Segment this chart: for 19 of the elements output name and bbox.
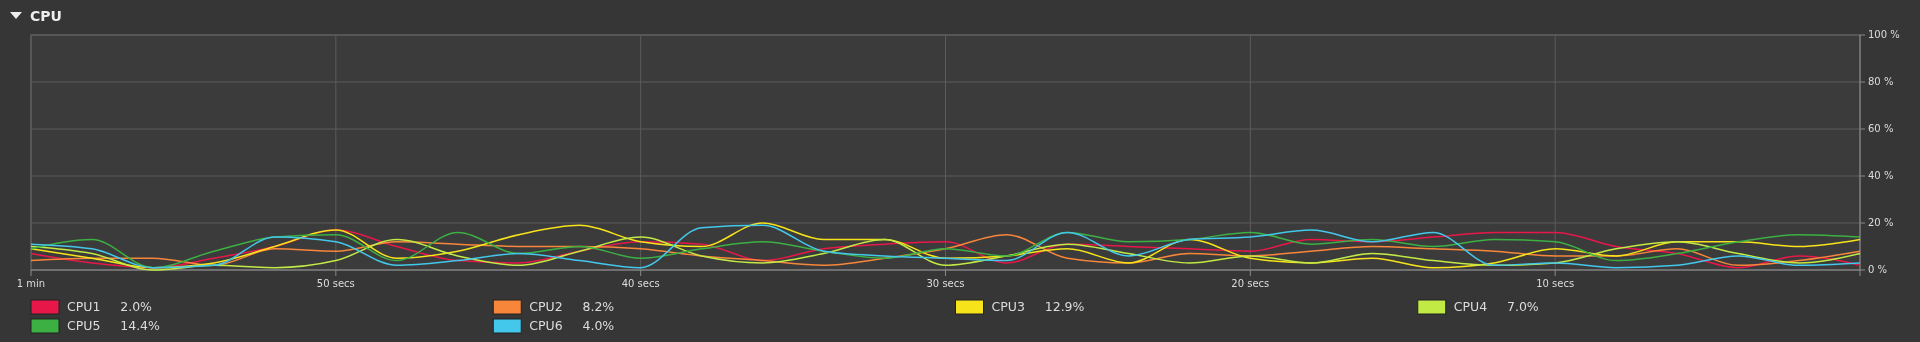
x-tick-label: 1 min: [16, 278, 46, 289]
legend-label: CPU5 14.4%: [67, 318, 161, 333]
chart-title: CPU: [30, 8, 62, 24]
y-tick-label: 80 %: [1868, 76, 1894, 87]
x-tick-label: 10 secs: [1536, 278, 1575, 289]
y-tick-label: 60 %: [1868, 123, 1894, 134]
x-tick-label: 20 secs: [1231, 278, 1270, 289]
x-tick-label: 50 secs: [316, 278, 355, 289]
x-tick-label: 30 secs: [926, 278, 965, 289]
y-tick-label: 40 %: [1868, 170, 1894, 181]
legend-label: CPU3 12.9%: [991, 299, 1085, 314]
y-tick-label: 20 %: [1868, 217, 1894, 228]
legend-label: CPU1 2.0%: [67, 299, 153, 314]
legend-label: CPU4 7.0%: [1453, 299, 1539, 314]
legend-label: CPU6 4.0%: [529, 318, 615, 333]
y-tick-label: 0 %: [1868, 264, 1888, 275]
legend-label: CPU2 8.2%: [529, 299, 615, 314]
y-tick-label: 100 %: [1868, 29, 1900, 40]
x-tick-label: 40 secs: [621, 278, 660, 289]
